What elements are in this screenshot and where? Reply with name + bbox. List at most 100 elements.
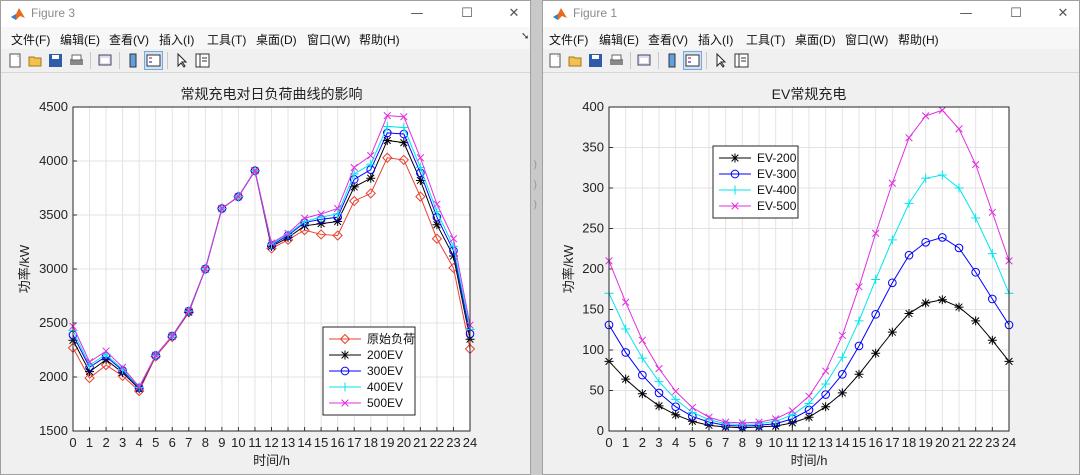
- new-figure-icon[interactable]: [547, 52, 564, 69]
- data-point: [771, 415, 780, 423]
- menu-window[interactable]: 窗口(W): [307, 33, 351, 47]
- data-point: [688, 403, 697, 412]
- x-tick-label: 16: [868, 435, 882, 450]
- open-file-icon[interactable]: [27, 52, 44, 69]
- data-point: [821, 390, 830, 399]
- x-tick-label: 24: [463, 435, 477, 450]
- x-tick-label: 2: [639, 435, 646, 450]
- link-plot-icon[interactable]: [97, 52, 114, 69]
- data-point: [921, 173, 931, 183]
- data-point: [367, 151, 375, 160]
- legend-entry: 400EV: [329, 380, 403, 394]
- axes-box: [608, 106, 1010, 432]
- data-point: [971, 267, 980, 277]
- menu-tools[interactable]: 工具(T): [746, 33, 786, 47]
- open-file-icon[interactable]: [567, 52, 584, 69]
- series-line: [608, 236, 1010, 427]
- x-tick-label: 6: [169, 435, 176, 450]
- toolbar: [543, 49, 1079, 73]
- legend-marker: [730, 169, 740, 179]
- data-point: [300, 214, 309, 222]
- colorbar-icon[interactable]: [664, 52, 681, 69]
- x-tick-label: 8: [739, 435, 746, 450]
- axes-box: [72, 106, 471, 432]
- pointer-icon[interactable]: [174, 52, 191, 69]
- legend-icon[interactable]: [144, 51, 163, 70]
- menu-edit[interactable]: 编辑(E): [60, 33, 100, 47]
- menu-tools[interactable]: 工具(T): [207, 33, 247, 47]
- x-tick-label: 10: [231, 435, 245, 450]
- menu-help[interactable]: 帮助(H): [898, 33, 939, 47]
- y-tick-label: 0: [597, 423, 604, 438]
- data-point: [415, 175, 425, 185]
- menu-desktop[interactable]: 桌面(D): [795, 33, 836, 47]
- data-point: [433, 200, 441, 208]
- matlab-icon: [553, 8, 567, 20]
- data-point: [621, 348, 630, 357]
- data-point: [988, 294, 997, 304]
- x-tick-label: 17: [885, 435, 899, 450]
- data-point: [382, 121, 392, 131]
- new-figure-icon[interactable]: [7, 52, 24, 69]
- data-point: [101, 355, 111, 365]
- y-tick-label: 150: [582, 302, 604, 317]
- legend-label: 200EV: [367, 348, 403, 362]
- menu-help[interactable]: 帮助(H): [359, 33, 400, 47]
- print-icon[interactable]: [608, 52, 625, 69]
- maximize-icon[interactable]: ☐: [461, 6, 473, 21]
- maximize-icon[interactable]: ☐: [1010, 6, 1022, 21]
- data-point: [117, 370, 128, 382]
- toolbar-separator: [167, 52, 168, 69]
- colorbar-icon[interactable]: [125, 52, 142, 69]
- x-tick-label: 0: [69, 435, 76, 450]
- data-point: [888, 278, 897, 288]
- save-icon[interactable]: [47, 52, 64, 69]
- menu-edit[interactable]: 编辑(E): [599, 33, 639, 47]
- data-point: [904, 250, 914, 260]
- menu-view[interactable]: 查看(V): [109, 33, 149, 47]
- property-inspector-icon[interactable]: [733, 52, 750, 69]
- minimize-icon[interactable]: —: [959, 6, 973, 21]
- title-bar[interactable]: Figure 3 — ☐ ✕: [1, 1, 530, 27]
- x-tick-label: 15: [852, 435, 866, 450]
- menu-overflow-icon[interactable]: ➘: [521, 31, 530, 42]
- data-point: [432, 207, 442, 217]
- legend-marker: [730, 185, 740, 195]
- data-point: [333, 204, 342, 213]
- toolbar-separator: [630, 52, 631, 69]
- title-bar[interactable]: Figure 1 — ☐ ✕: [543, 1, 1079, 27]
- menu-bar: 文件(F) 编辑(E) 查看(V) 插入(I) 工具(T) 桌面(D) 窗口(W…: [543, 27, 1079, 49]
- menu-window[interactable]: 窗口(W): [845, 33, 889, 47]
- legend-icon[interactable]: [683, 51, 702, 70]
- data-point: [85, 358, 94, 366]
- close-icon[interactable]: ✕: [1057, 6, 1069, 21]
- property-inspector-icon[interactable]: [194, 52, 211, 69]
- x-axis-label: 时间/h: [253, 453, 290, 468]
- y-tick-label: 3000: [39, 261, 68, 276]
- data-point: [938, 233, 947, 242]
- menu-insert[interactable]: 插入(I): [159, 33, 195, 47]
- data-point: [654, 388, 664, 398]
- menu-desktop[interactable]: 桌面(D): [256, 33, 297, 47]
- toolbar-separator: [119, 52, 120, 69]
- close-icon[interactable]: ✕: [508, 6, 520, 21]
- menu-insert[interactable]: 插入(I): [698, 33, 734, 47]
- menu-file[interactable]: 文件(F): [11, 33, 51, 47]
- minimize-icon[interactable]: —: [410, 6, 424, 21]
- data-point: [332, 230, 343, 241]
- link-plot-icon[interactable]: [636, 52, 653, 69]
- data-point: [201, 265, 210, 273]
- y-tick-label: 50: [590, 383, 604, 398]
- save-icon[interactable]: [587, 52, 604, 69]
- data-point: [704, 420, 714, 430]
- legend-entry: 500EV: [329, 396, 403, 410]
- data-point: [821, 367, 830, 375]
- legend-marker: [340, 382, 350, 392]
- data-point: [871, 310, 880, 319]
- menu-view[interactable]: 查看(V): [648, 33, 688, 47]
- print-icon[interactable]: [68, 52, 85, 69]
- legend-marker: [731, 202, 739, 210]
- data-point: [621, 374, 631, 384]
- pointer-icon[interactable]: [713, 52, 730, 69]
- menu-file[interactable]: 文件(F): [549, 33, 589, 47]
